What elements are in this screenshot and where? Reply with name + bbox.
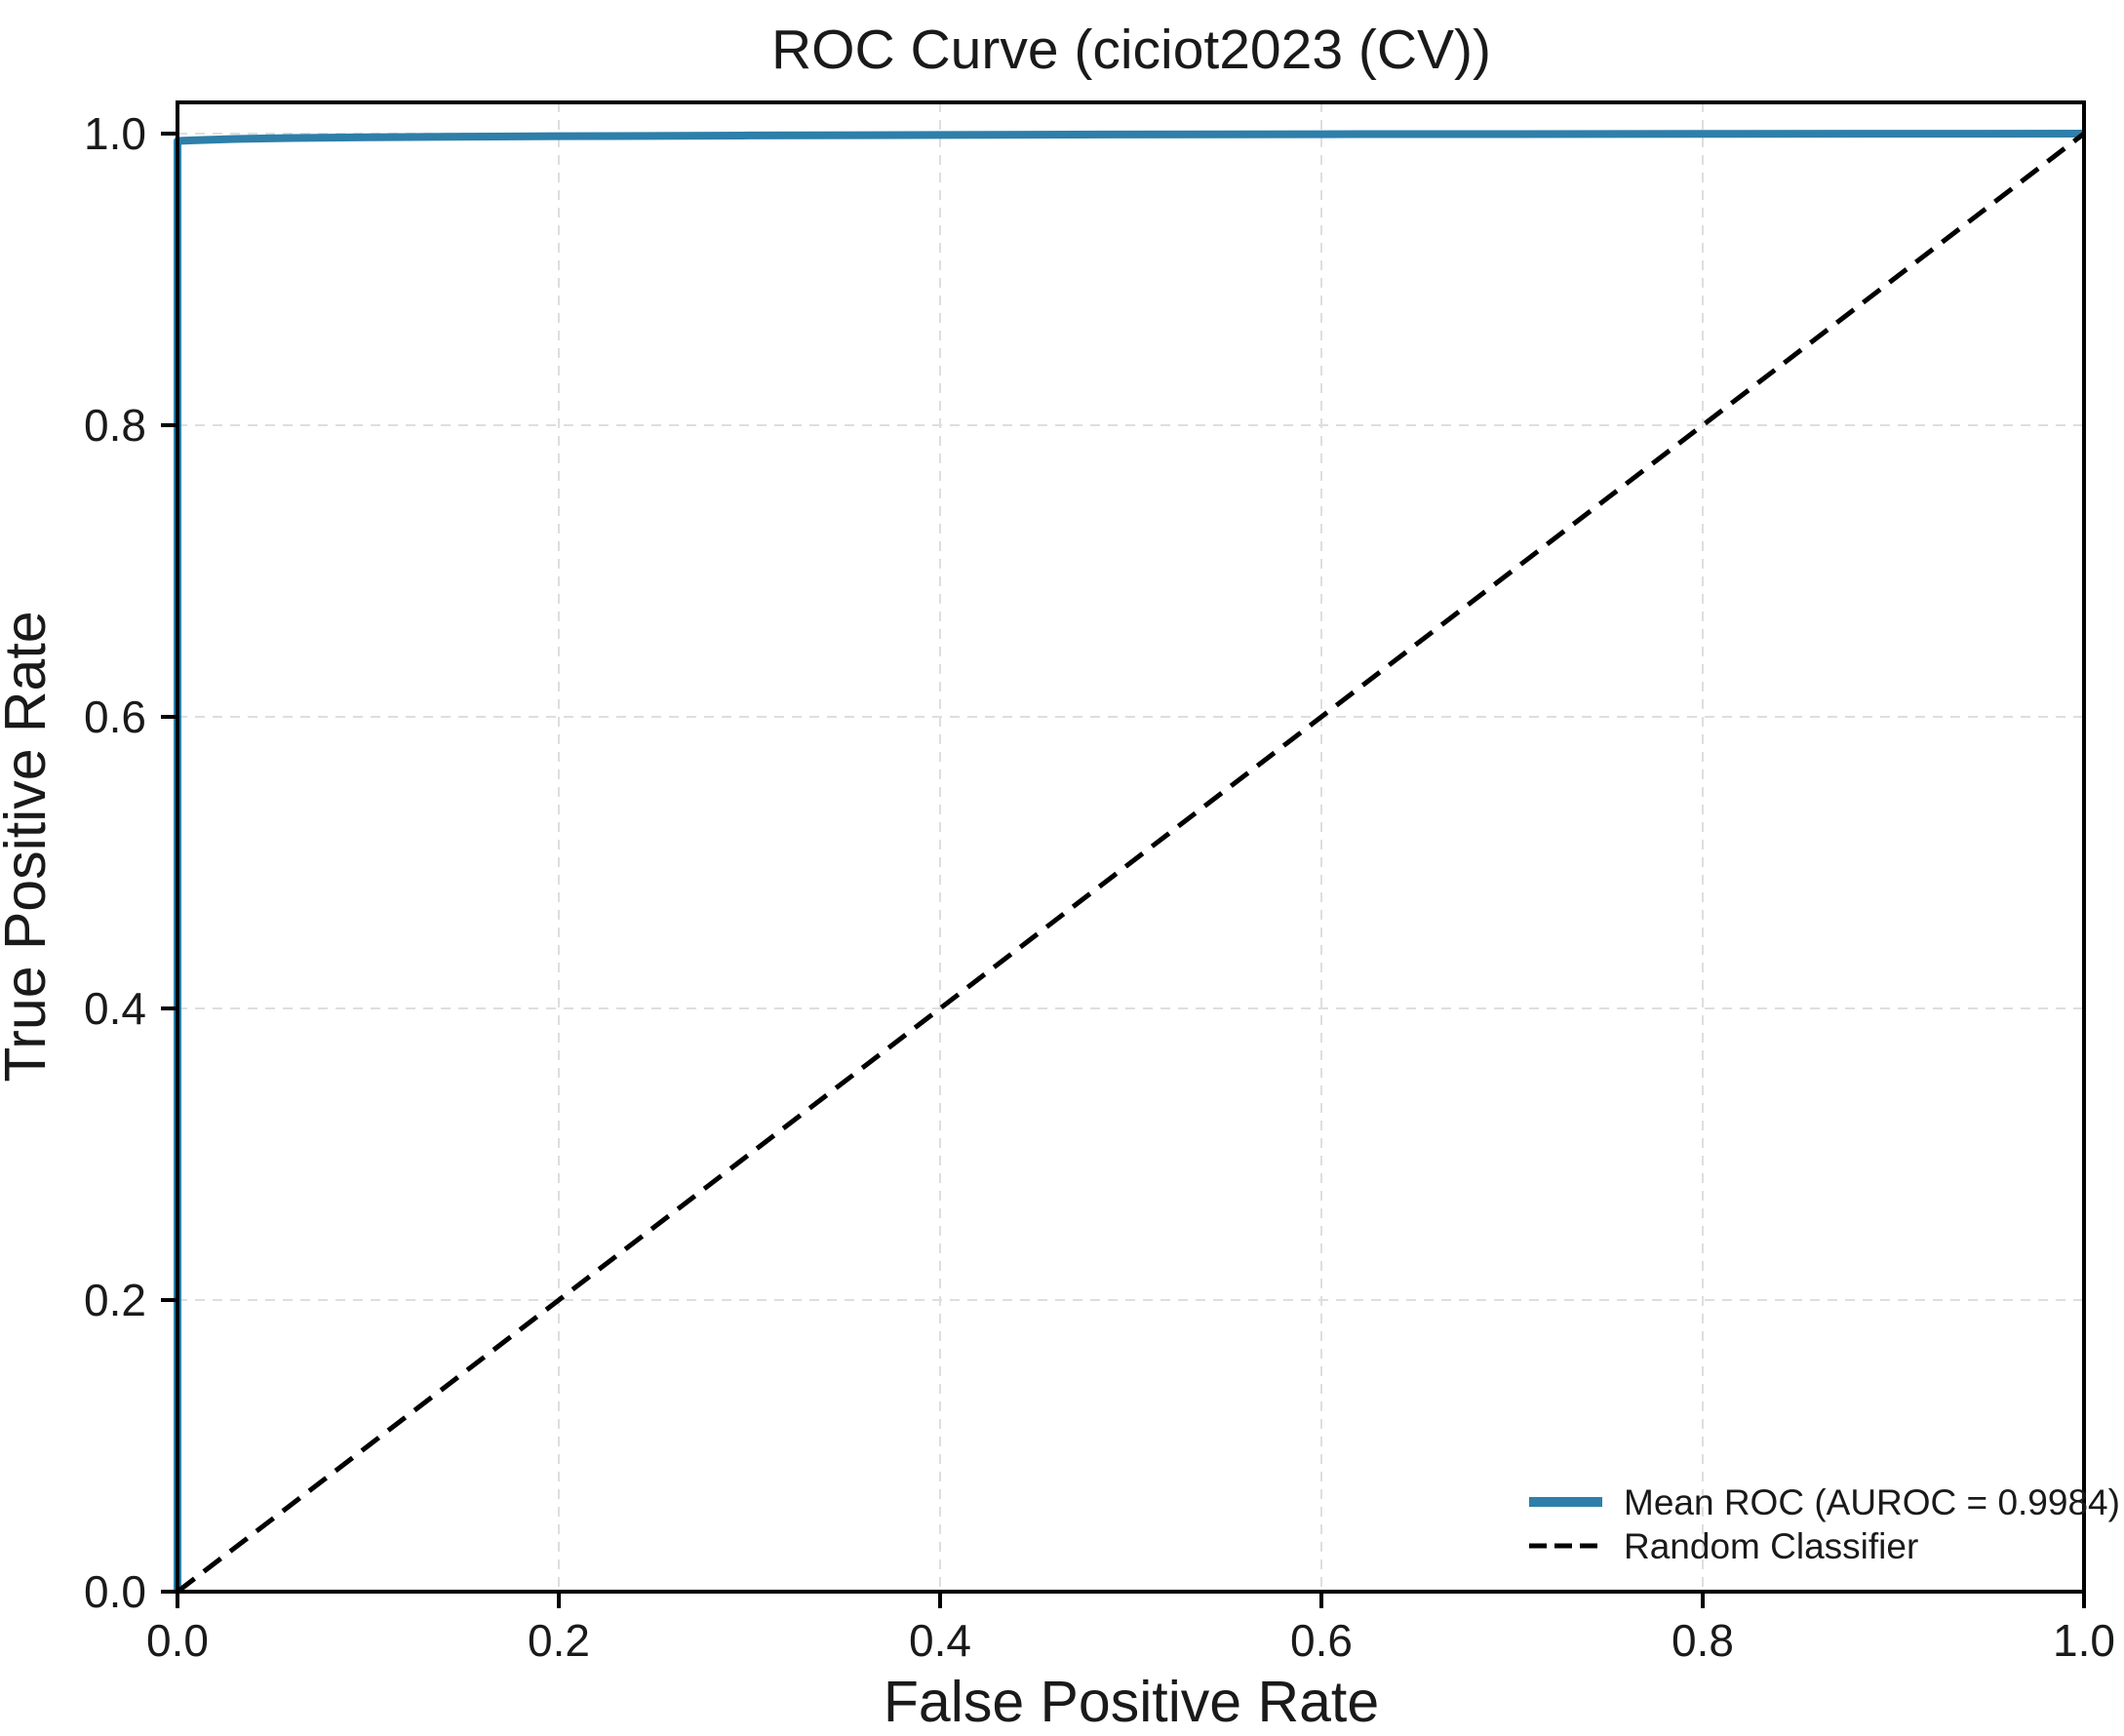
y-tick-label: 0.8 — [84, 400, 146, 451]
chart-title: ROC Curve (ciciot2023 (CV)) — [771, 19, 1491, 81]
random-classifier-line — [176, 132, 2086, 1594]
x-axis-label: False Positive Rate — [884, 1670, 1379, 1734]
axis-tick-labels: 0.0 0.2 0.4 0.6 0.8 1.0 0.0 0.2 0.4 0.6 0.8 1.0 — [84, 108, 2115, 1666]
x-tick-label: 0.4 — [909, 1615, 971, 1666]
x-tick-label: 0.2 — [528, 1615, 590, 1666]
gridlines — [177, 102, 2085, 1593]
y-tick-label: 0.6 — [84, 691, 146, 742]
legend: Mean ROC (AUROC = 0.9984)Random Classifi… — [1529, 1482, 2120, 1566]
series-lines — [174, 129, 2086, 1594]
y-tick-label: 1.0 — [84, 108, 146, 159]
x-tick-label: 0.6 — [1290, 1615, 1353, 1666]
x-tick-label: 0.8 — [1672, 1615, 1734, 1666]
y-tick-label: 0.0 — [84, 1566, 146, 1617]
y-tick-label: 0.2 — [84, 1275, 146, 1325]
x-tick-label: 1.0 — [2053, 1615, 2115, 1666]
y-axis-label: True Positive Rate — [0, 611, 58, 1082]
y-tick-label: 0.4 — [84, 983, 146, 1034]
x-tick-label: 0.0 — [146, 1615, 209, 1666]
legend-label-random-classifier: Random Classifier — [1624, 1526, 1918, 1566]
mean-roc-curve-line — [174, 129, 2085, 1592]
legend-label-mean-roc: Mean ROC (AUROC = 0.9984) — [1624, 1482, 2120, 1522]
axis-ticks — [161, 131, 2086, 1608]
plot-border — [176, 100, 2086, 1594]
